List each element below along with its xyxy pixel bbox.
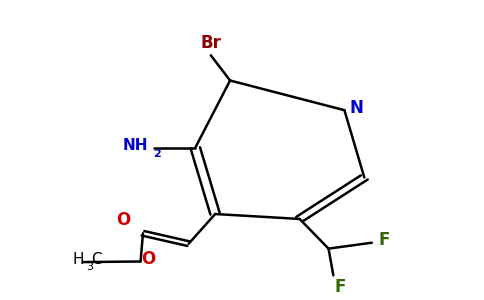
Text: NH: NH	[122, 138, 148, 153]
Text: Br: Br	[200, 34, 221, 52]
Text: 3: 3	[87, 262, 93, 272]
Text: H: H	[72, 252, 84, 267]
Text: 2: 2	[153, 149, 161, 159]
Text: O: O	[117, 211, 131, 229]
Text: N: N	[349, 99, 363, 117]
Text: O: O	[141, 250, 155, 268]
Text: C: C	[91, 252, 102, 267]
Text: F: F	[378, 231, 390, 249]
Text: F: F	[335, 278, 346, 296]
